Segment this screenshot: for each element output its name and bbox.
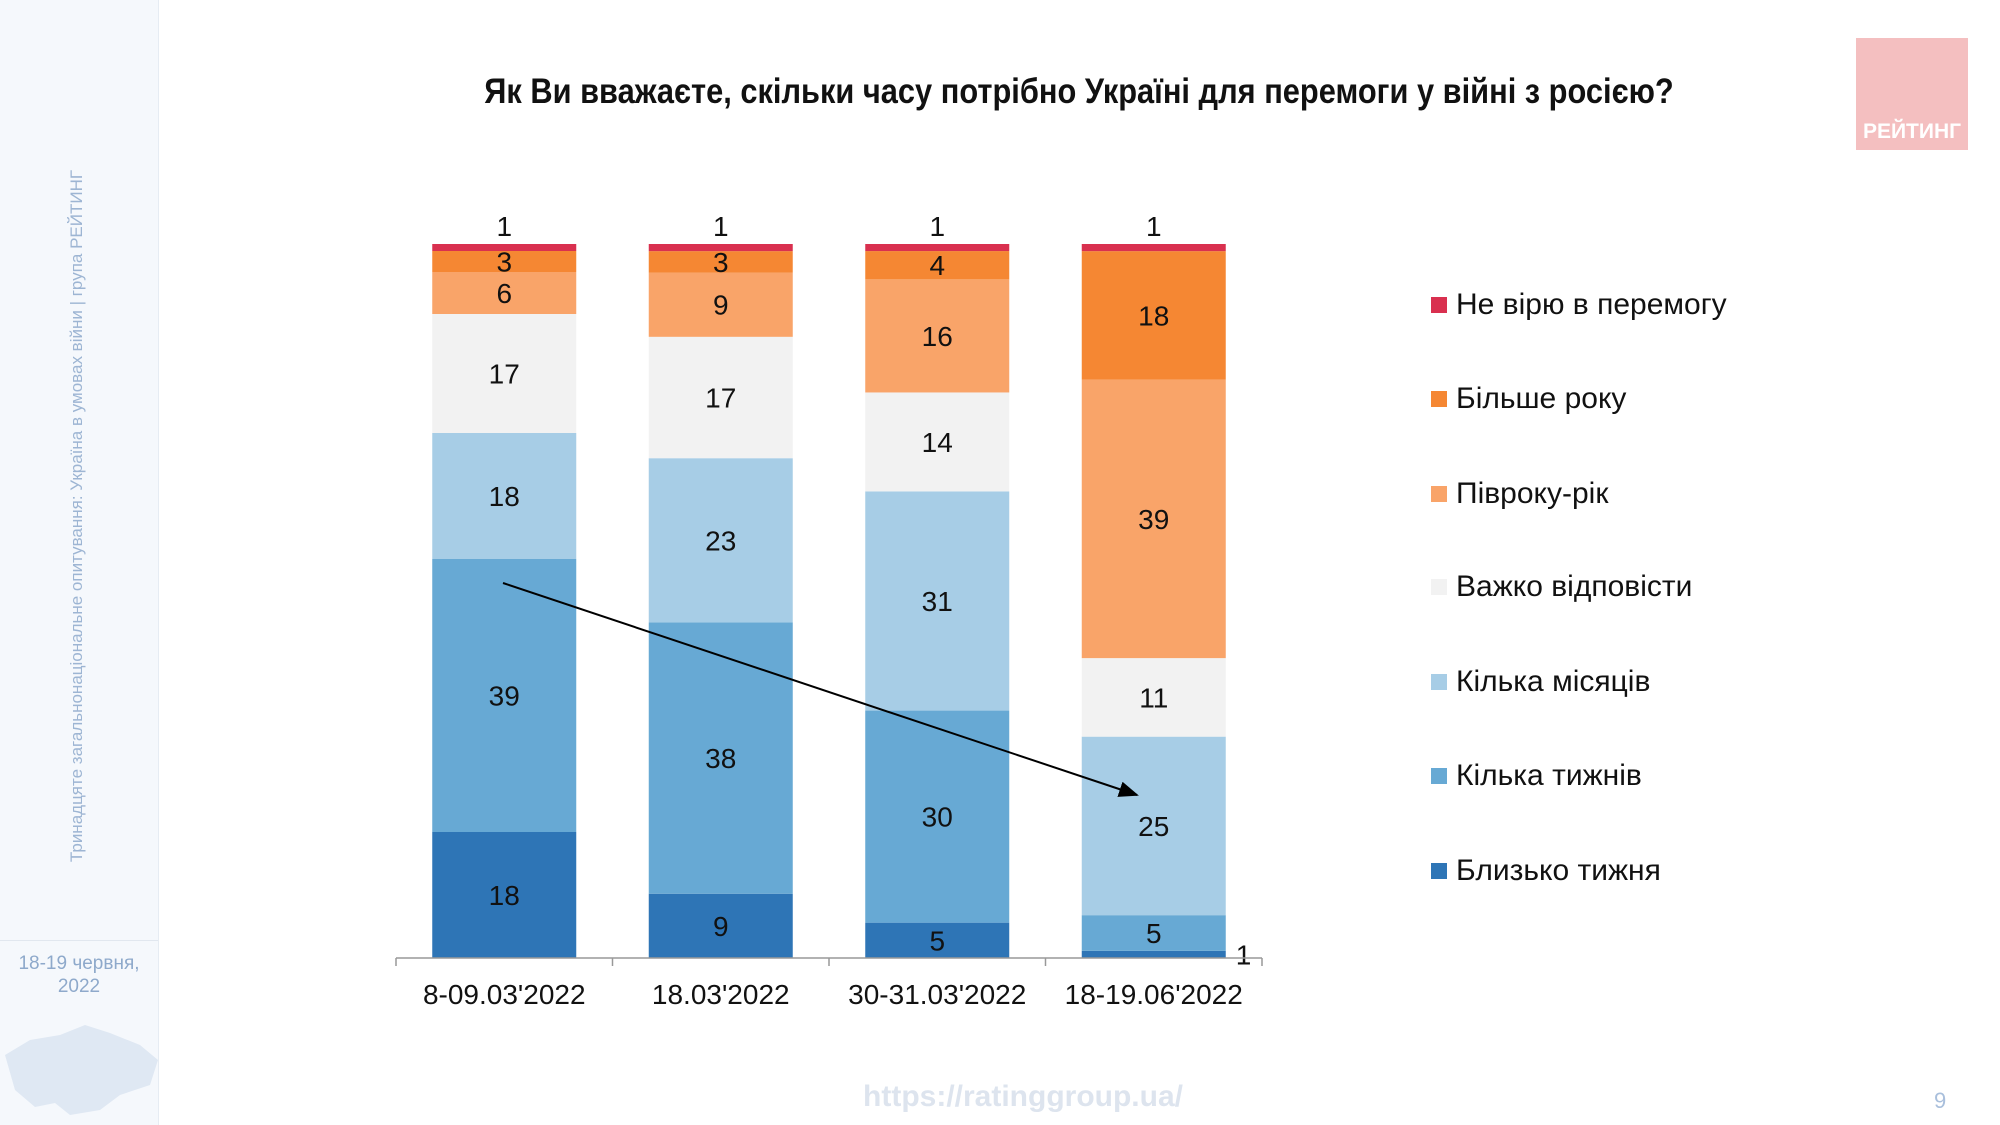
bar-segment: [1081, 379, 1226, 659]
legend-label: Важко відповісти: [1456, 570, 1693, 603]
data-label: 17: [489, 359, 520, 390]
bar-segment: [432, 314, 577, 433]
legend-swatch: [1431, 863, 1447, 879]
x-tick-label: 8-09.03'2022: [423, 979, 586, 1010]
legend-item: Більше року: [1431, 382, 1626, 416]
data-label: 1: [496, 211, 512, 242]
bar-segment: [1081, 244, 1226, 252]
data-label: 38: [705, 743, 736, 774]
legend-item: Не вірю в перемогу: [1431, 288, 1727, 322]
legend-label: Півроку-рік: [1456, 477, 1609, 510]
sidebar-divider: [0, 940, 158, 941]
page-number: 9: [1934, 1088, 1947, 1113]
legend-item: Півроку-рік: [1431, 477, 1608, 511]
bar-segment: [648, 244, 793, 252]
bar-segment: [648, 622, 793, 894]
data-label: 6: [496, 278, 512, 309]
logo-text: РЕЙТИНГ: [1862, 120, 1962, 143]
data-label: 25: [1138, 811, 1169, 842]
bar-segment: [1081, 915, 1226, 951]
legend-swatch: [1431, 391, 1447, 407]
data-label: 9: [713, 911, 729, 942]
data-label: 1: [713, 211, 729, 242]
data-label: 17: [705, 383, 736, 414]
legend-swatch: [1431, 297, 1447, 313]
data-label: 39: [1138, 504, 1169, 535]
legend-item: Важко відповісти: [1431, 570, 1692, 604]
legend-item: Кілька місяців: [1431, 665, 1650, 699]
bar-segment: [1081, 736, 1226, 916]
bar-segment: [648, 336, 793, 459]
bar-segment: [648, 251, 793, 273]
bar-segment: [432, 559, 577, 832]
data-label: 18: [489, 880, 520, 911]
bar-segment: [865, 251, 1010, 280]
data-label: 1: [929, 211, 945, 242]
bar-segment: [432, 251, 577, 272]
bar-segment: [865, 710, 1010, 923]
trend-arrow: [502, 582, 1139, 797]
data-label: 4: [929, 250, 945, 281]
x-tick-label: 18-19.06'2022: [1065, 979, 1243, 1010]
footer-url[interactable]: https://ratinggroup.ua/: [863, 1080, 1183, 1113]
sidebar: Тринадцяте загальнонаціональне опитуванн…: [0, 0, 159, 1125]
data-label: 1: [1236, 939, 1252, 970]
data-label: 16: [922, 321, 953, 352]
legend-label: Більше року: [1456, 382, 1627, 415]
legend-swatch: [1431, 486, 1447, 502]
bar-segment: [648, 458, 793, 623]
bar-segment: [865, 392, 1010, 492]
x-tick-label: 30-31.03'2022: [848, 979, 1026, 1010]
data-label: 5: [929, 925, 945, 956]
bar-segment: [1081, 658, 1226, 737]
bar-segment: [865, 279, 1010, 393]
data-label: 14: [922, 427, 953, 458]
data-label: 1: [1146, 211, 1162, 242]
x-tick-label: 18.03'2022: [652, 979, 790, 1010]
legend-swatch: [1431, 579, 1447, 595]
bar-segment: [648, 272, 793, 337]
legend-item: Кілька тижнів: [1431, 759, 1642, 793]
data-label: 3: [713, 247, 729, 278]
bar-segment: [432, 433, 577, 559]
bar-segment: [1081, 950, 1226, 958]
bar-segment: [865, 491, 1010, 711]
bar-segment: [865, 922, 1010, 958]
bar-segment: [648, 893, 793, 958]
data-label: 5: [1146, 918, 1162, 949]
legend-label: Близько тижня: [1456, 854, 1661, 887]
legend-item: Близько тижня: [1431, 854, 1661, 888]
legend-swatch: [1431, 674, 1447, 690]
bar-segment: [432, 244, 577, 251]
legend-label: Не вірю в перемогу: [1456, 288, 1727, 321]
survey-date: 18-19 червня, 2022: [18, 953, 140, 997]
data-label: 31: [922, 586, 953, 617]
data-label: 18: [1138, 300, 1169, 331]
legend-swatch: [1431, 768, 1447, 784]
bar-segment: [865, 244, 1010, 252]
data-label: 11: [1139, 682, 1168, 713]
data-label: 9: [713, 290, 729, 321]
data-label: 39: [489, 681, 520, 712]
chart-title: Як Ви вважаєте, скільки часу потрібно Ук…: [484, 72, 1674, 111]
data-label: 30: [922, 802, 953, 833]
data-label: 23: [705, 525, 736, 556]
legend-label: Кілька тижнів: [1456, 759, 1642, 792]
data-label: 18: [489, 481, 520, 512]
rating-logo: РЕЙТИНГ: [1856, 38, 1968, 150]
legend-label: Кілька місяців: [1456, 665, 1651, 698]
bar-segment: [432, 272, 577, 314]
bar-segment: [432, 832, 577, 958]
data-label: 3: [496, 247, 512, 278]
bar-segment: [1081, 251, 1226, 380]
ukraine-map-icon: [5, 1025, 158, 1115]
